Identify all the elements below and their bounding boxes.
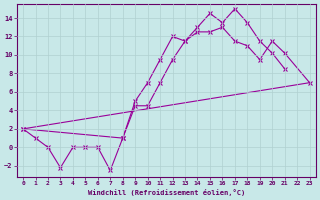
X-axis label: Windchill (Refroidissement éolien,°C): Windchill (Refroidissement éolien,°C)	[88, 189, 245, 196]
